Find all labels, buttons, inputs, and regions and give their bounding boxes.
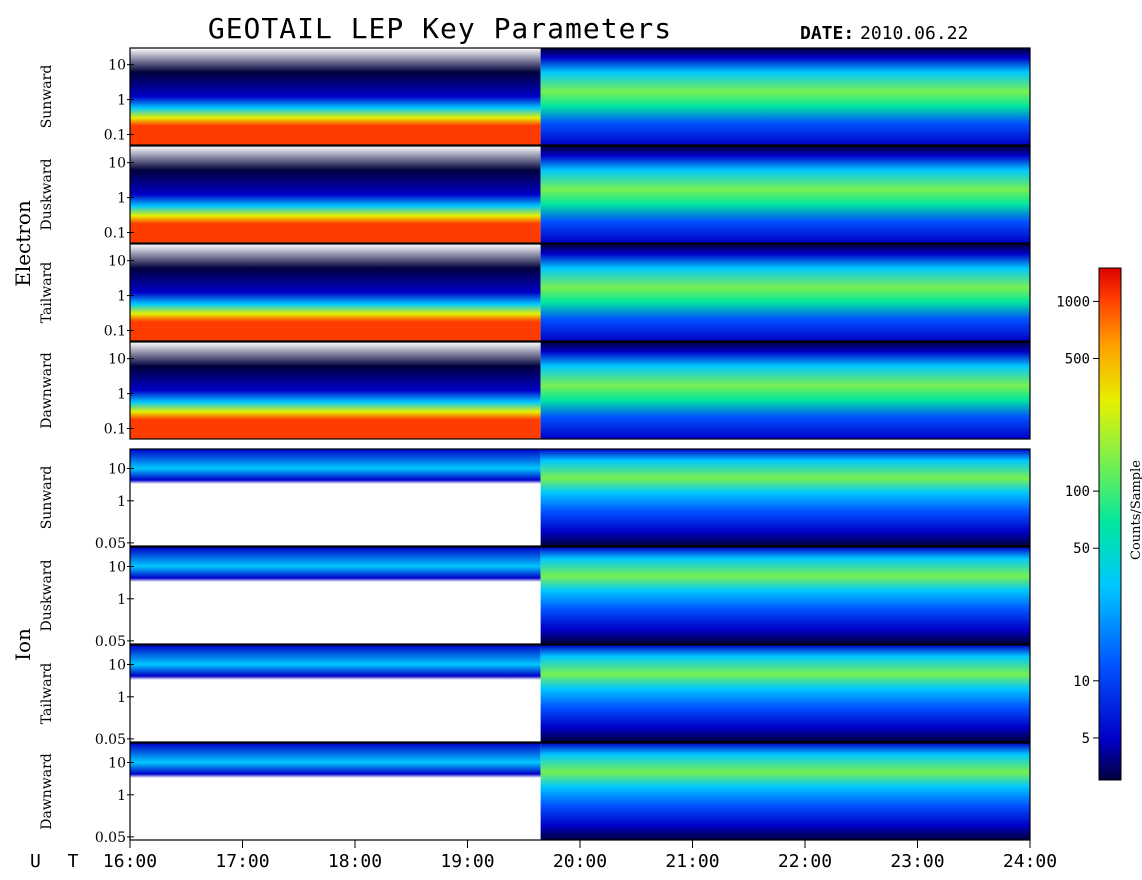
- ion-dawnward-ytick-label: 1: [117, 788, 126, 804]
- ion-duskward-frame: [129, 546, 1031, 645]
- electron-sunward-spectrogram-early: [130, 48, 541, 145]
- electron-tailward-label: Tailward: [39, 262, 55, 324]
- electron-tailward-spectrogram-late: [540, 244, 1030, 341]
- ion-dawnward-label: Dawnward: [39, 753, 55, 830]
- colorbar-tick-label: 500: [1065, 352, 1090, 368]
- ion-dawnward-ytick-label: 10: [108, 755, 126, 771]
- electron-dawnward-frame: [129, 341, 1031, 440]
- x-tick-label: 20:00: [553, 851, 607, 872]
- colorbar-gradient: [1098, 267, 1122, 781]
- ion-sunward-spectrogram-late: [540, 449, 1030, 546]
- ion-tailward-spectrogram-early: [130, 645, 541, 742]
- electron-dawnward-panel: 10 1 0.1 Dawnward: [39, 341, 1031, 440]
- group-labels: Electron Ion: [11, 200, 35, 661]
- electron-tailward-ytick-label: 1: [117, 289, 126, 305]
- electron-dawnward-spectrogram-early: [130, 342, 541, 439]
- ion-sunward-ytick-label: 0.05: [95, 536, 126, 552]
- colorbar-tick-label: 1000: [1056, 294, 1090, 310]
- electron-dawnward-spectrogram-late: [540, 342, 1030, 439]
- ion-dawnward-panel: 10 1 0.05 Dawnward: [39, 742, 1031, 846]
- electron-group-label: Electron: [11, 200, 35, 287]
- electron-dawnward-ytick-label: 0.1: [104, 421, 126, 437]
- ion-dawnward-spectrogram-late: [540, 743, 1030, 840]
- x-tick-label: 16:00: [103, 851, 157, 872]
- ion-dawnward-spectrogram-early: [130, 743, 541, 840]
- electron-duskward-spectrogram-late: [540, 146, 1030, 243]
- x-tick-label: 23:00: [890, 851, 944, 872]
- electron-sunward-ytick-label: 1: [117, 93, 126, 109]
- ion-tailward-ytick-label: 10: [108, 657, 126, 673]
- ion-duskward-spectrogram-early: [130, 547, 541, 644]
- ion-sunward-label: Sunward: [39, 466, 55, 530]
- ion-tailward-ytick-label: 0.05: [95, 732, 126, 748]
- colorbar-tick-label: 10: [1073, 674, 1090, 690]
- electron-duskward-ytick-label: 10: [108, 156, 126, 172]
- electron-sunward-panel: 10 1 0.1 Sunward: [39, 47, 1031, 146]
- ion-duskward-panel: 10 1 0.05 Duskward: [39, 546, 1031, 650]
- electron-tailward-spectrogram-early: [130, 244, 541, 341]
- date-label: DATE:: [800, 23, 854, 44]
- electron-duskward-spectrogram-early: [130, 146, 541, 243]
- x-tick-label: 22:00: [778, 851, 832, 872]
- electron-sunward-ytick-label: 10: [108, 58, 126, 74]
- x-tick-label: 17:00: [215, 851, 269, 872]
- ion-duskward-ytick-label: 0.05: [95, 634, 126, 650]
- ion-sunward-ytick-label: 1: [117, 494, 126, 510]
- colorbar: Counts/Sample 1000 500 100 50 10 5: [1056, 267, 1142, 781]
- x-axis-label: U T: [30, 851, 87, 872]
- ion-duskward-ytick-label: 10: [108, 559, 126, 575]
- electron-sunward-spectrogram-late: [540, 48, 1030, 145]
- colorbar-tick-label: 50: [1073, 541, 1090, 557]
- electron-dawnward-ytick-label: 1: [117, 387, 126, 403]
- colorbar-tick-label: 5: [1082, 731, 1090, 747]
- electron-dawnward-label: Dawnward: [39, 352, 55, 429]
- ion-sunward-spectrogram-early: [130, 449, 541, 546]
- x-tick-label: 18:00: [328, 851, 382, 872]
- ion-sunward-panel: 10 1 0.05 Sunward: [39, 448, 1031, 552]
- electron-duskward-label: Duskward: [39, 159, 55, 231]
- electron-sunward-frame: [129, 47, 1031, 146]
- electron-tailward-ytick-label: 0.1: [104, 323, 126, 339]
- ion-tailward-frame: [129, 644, 1031, 743]
- colorbar-label: Counts/Sample: [1129, 460, 1142, 560]
- ion-tailward-ytick-label: 1: [117, 690, 126, 706]
- electron-tailward-ytick-label: 10: [108, 254, 126, 270]
- ion-group-label: Ion: [11, 628, 35, 661]
- colorbar-tick-label: 100: [1065, 484, 1090, 500]
- date-value: 2010.06.22: [860, 23, 968, 44]
- ion-tailward-label: Tailward: [39, 663, 55, 725]
- x-tick-label: 19:00: [440, 851, 494, 872]
- ion-dawnward-ytick-label: 0.05: [95, 830, 126, 846]
- ion-duskward-ytick-label: 1: [117, 592, 126, 608]
- ion-duskward-label: Duskward: [39, 560, 55, 632]
- electron-duskward-ytick-label: 1: [117, 191, 126, 207]
- ion-sunward-ytick-label: 10: [108, 461, 126, 477]
- spectrogram-panels: 10 1 0.1 Sunward 10 1 0.1 Duskward 10 1 0.1 Tailwar…: [39, 47, 1031, 846]
- electron-sunward-ytick-label: 0.1: [104, 127, 126, 143]
- ion-tailward-spectrogram-late: [540, 645, 1030, 742]
- electron-dawnward-ytick-label: 10: [108, 352, 126, 368]
- electron-duskward-frame: [129, 145, 1031, 244]
- electron-duskward-panel: 10 1 0.1 Duskward: [39, 145, 1031, 244]
- electron-duskward-ytick-label: 0.1: [104, 225, 126, 241]
- ion-duskward-spectrogram-late: [540, 547, 1030, 644]
- ion-sunward-frame: [129, 448, 1031, 547]
- chart-title: GEOTAIL LEP Key Parameters: [208, 12, 672, 45]
- electron-sunward-label: Sunward: [39, 65, 55, 129]
- electron-tailward-panel: 10 1 0.1 Tailward: [39, 243, 1031, 342]
- x-tick-label: 24:00: [1003, 851, 1057, 872]
- ion-tailward-panel: 10 1 0.05 Tailward: [39, 644, 1031, 748]
- x-axis: U T 16:00 17:00 18:00 19:00 20:00 21:00 22:00 2…: [30, 840, 1057, 872]
- x-tick-label: 21:00: [665, 851, 719, 872]
- electron-tailward-frame: [129, 243, 1031, 342]
